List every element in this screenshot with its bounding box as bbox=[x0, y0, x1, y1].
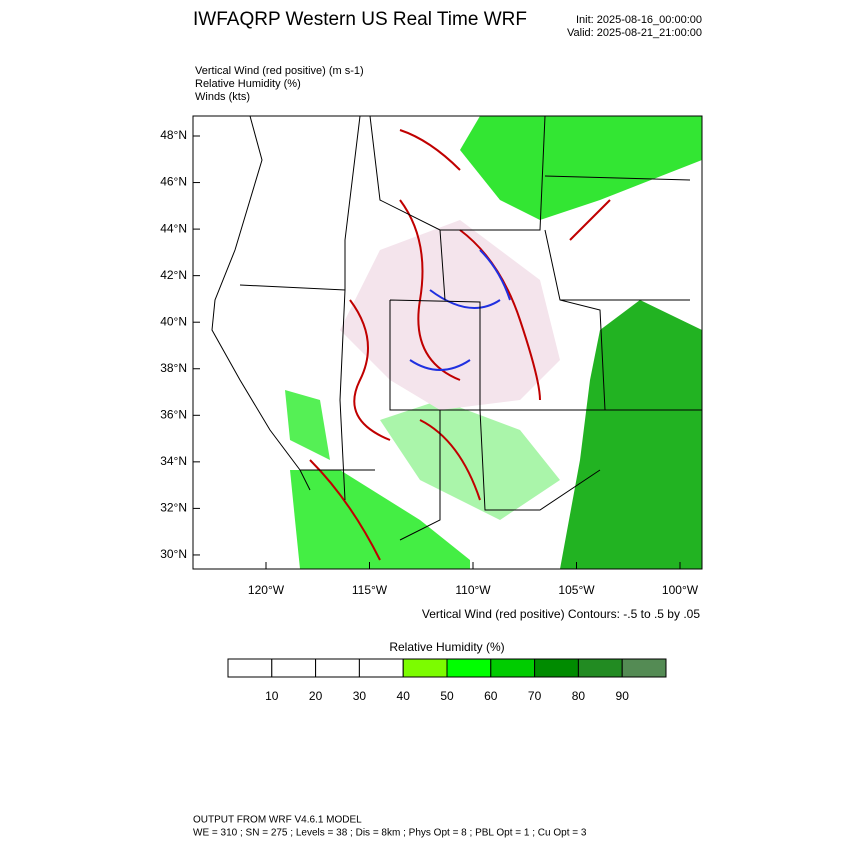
lat-label: 36°N bbox=[160, 407, 187, 421]
colorbar-box bbox=[577, 658, 623, 678]
lat-label: 46°N bbox=[160, 175, 187, 189]
colorbar-box bbox=[621, 658, 667, 678]
colorbar-label: 20 bbox=[309, 689, 323, 703]
lon-label: 105°W bbox=[558, 583, 595, 597]
lon-label: 115°W bbox=[352, 583, 388, 597]
humidity-area bbox=[560, 300, 702, 569]
colorbar-label: 70 bbox=[528, 689, 542, 703]
lat-label: 44°N bbox=[160, 221, 187, 235]
footer-line: OUTPUT FROM WRF V4.6.1 MODEL bbox=[193, 815, 362, 826]
colorbar-title: Relative Humidity (%) bbox=[389, 640, 504, 654]
colorbar-label: 90 bbox=[616, 689, 630, 703]
colorbar-box bbox=[315, 658, 360, 678]
footer-line: WE = 310 ; SN = 275 ; Levels = 38 ; Dis … bbox=[193, 828, 587, 839]
lat-label: 38°N bbox=[160, 361, 187, 375]
colorbar-label: 60 bbox=[484, 689, 498, 703]
valid-time: Valid: 2025-08-21_21:00:00 bbox=[567, 27, 702, 39]
field-label: Winds (kts) bbox=[195, 91, 250, 103]
colorbar-box bbox=[227, 658, 273, 678]
colorbar: 10 20 30 40 50 60 70 80 90 bbox=[227, 658, 667, 703]
lat-label: 42°N bbox=[160, 268, 187, 282]
humidity-area bbox=[285, 390, 330, 460]
colorbar-box bbox=[402, 658, 448, 678]
lat-label: 40°N bbox=[160, 314, 187, 328]
colorbar-box bbox=[534, 658, 579, 678]
field-label: Relative Humidity (%) bbox=[195, 78, 301, 90]
colorbar-box bbox=[271, 658, 317, 678]
colorbar-label: 50 bbox=[440, 689, 454, 703]
colorbar-label: 80 bbox=[572, 689, 586, 703]
lat-label: 30°N bbox=[160, 547, 187, 561]
colorbar-label: 10 bbox=[265, 689, 279, 703]
humidity-area bbox=[290, 470, 470, 569]
colorbar-box bbox=[490, 658, 536, 678]
init-time: Init: 2025-08-16_00:00:00 bbox=[576, 14, 702, 26]
humidity-area bbox=[380, 400, 560, 520]
lat-label: 34°N bbox=[160, 454, 187, 468]
vertical-wind-area bbox=[340, 220, 560, 410]
lat-label: 48°N bbox=[160, 128, 187, 142]
field-label: Vertical Wind (red positive) (m s-1) bbox=[195, 65, 364, 77]
colorbar-label: 30 bbox=[353, 689, 367, 703]
title: IWFAQRP Western US Real Time WRF bbox=[193, 9, 527, 30]
humidity-area bbox=[460, 116, 702, 220]
colorbar-box bbox=[358, 658, 404, 678]
boundaries bbox=[211, 116, 702, 541]
colorbar-box bbox=[446, 658, 492, 678]
lat-axis: 48°N 46°N 44°N 42°N 40°N 38°N 36°N 34°N 32°N 30°N bbox=[160, 128, 200, 561]
lon-label: 100°W bbox=[662, 583, 699, 597]
lon-label: 120°W bbox=[248, 583, 285, 597]
lon-label: 110°W bbox=[455, 583, 491, 597]
colorbar-label: 40 bbox=[397, 689, 411, 703]
lon-axis: 120°W 115°W 110°W 105°W 100°W bbox=[248, 562, 699, 597]
vertical-wind-contours bbox=[309, 129, 611, 561]
map: 48°N 46°N 44°N 42°N 40°N 38°N 36°N 34°N 32°N 30°N… bbox=[160, 115, 703, 597]
map-frame bbox=[192, 115, 703, 570]
contour-note: Vertical Wind (red positive) Contours: -… bbox=[422, 607, 700, 621]
lat-label: 32°N bbox=[160, 501, 187, 515]
